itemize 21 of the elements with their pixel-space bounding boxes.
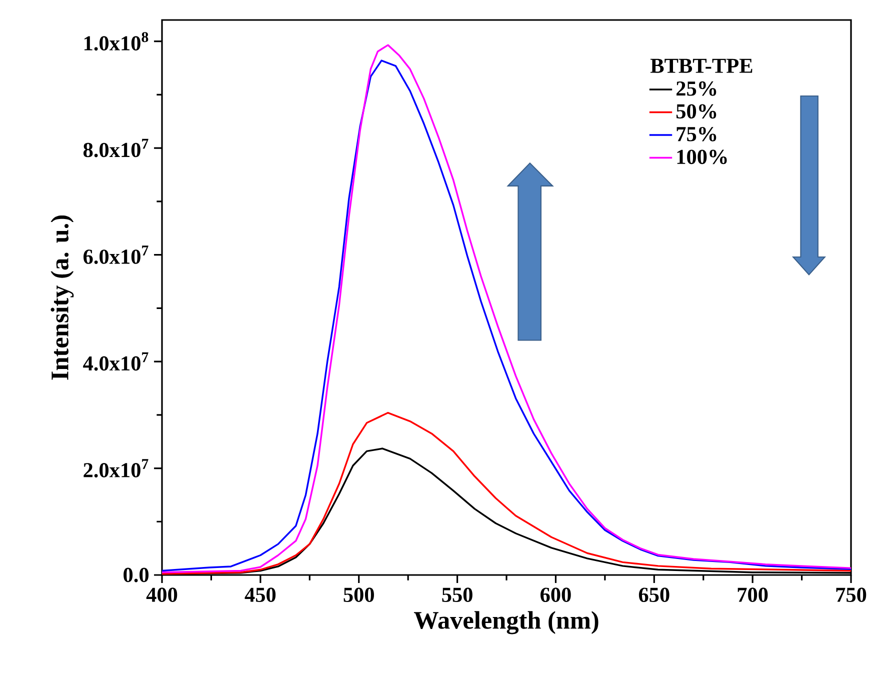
x-tick-label: 600 (540, 588, 571, 602)
x-tick-label: 700 (738, 588, 768, 602)
y-axis-title: Intensity (a. u.) (50, 216, 74, 380)
x-tick-label: 450 (244, 588, 276, 602)
y-tick-label: 6.0x10$^{7}$ (84, 246, 148, 264)
x-tick-label: 550 (442, 588, 472, 602)
y-tick-label: 8.0x10$^{7}$ (83, 138, 148, 158)
y-tick-label: 2.0x10$^{7}$ (84, 459, 148, 478)
y-tick-label: 0.0 (124, 568, 149, 582)
x-tick-label: 650 (638, 588, 670, 602)
x-axis-title: Wavelength (nm) (414, 611, 598, 634)
legend-label: 25% (676, 81, 716, 96)
x-tick-label: 400 (146, 588, 178, 602)
legend-label: 100% (677, 150, 727, 164)
x-tick-label: 500 (344, 588, 374, 602)
legend-label: 75% (676, 126, 716, 142)
y-tick-label: 1.0x10$^{8}$ (84, 32, 148, 51)
x-tick-label: 750 (836, 588, 866, 602)
legend-label: 50% (676, 104, 716, 119)
legend-title: BTBT-TPE (650, 58, 752, 73)
y-tick-label: 4.0x10$^{7}$ (83, 352, 148, 371)
